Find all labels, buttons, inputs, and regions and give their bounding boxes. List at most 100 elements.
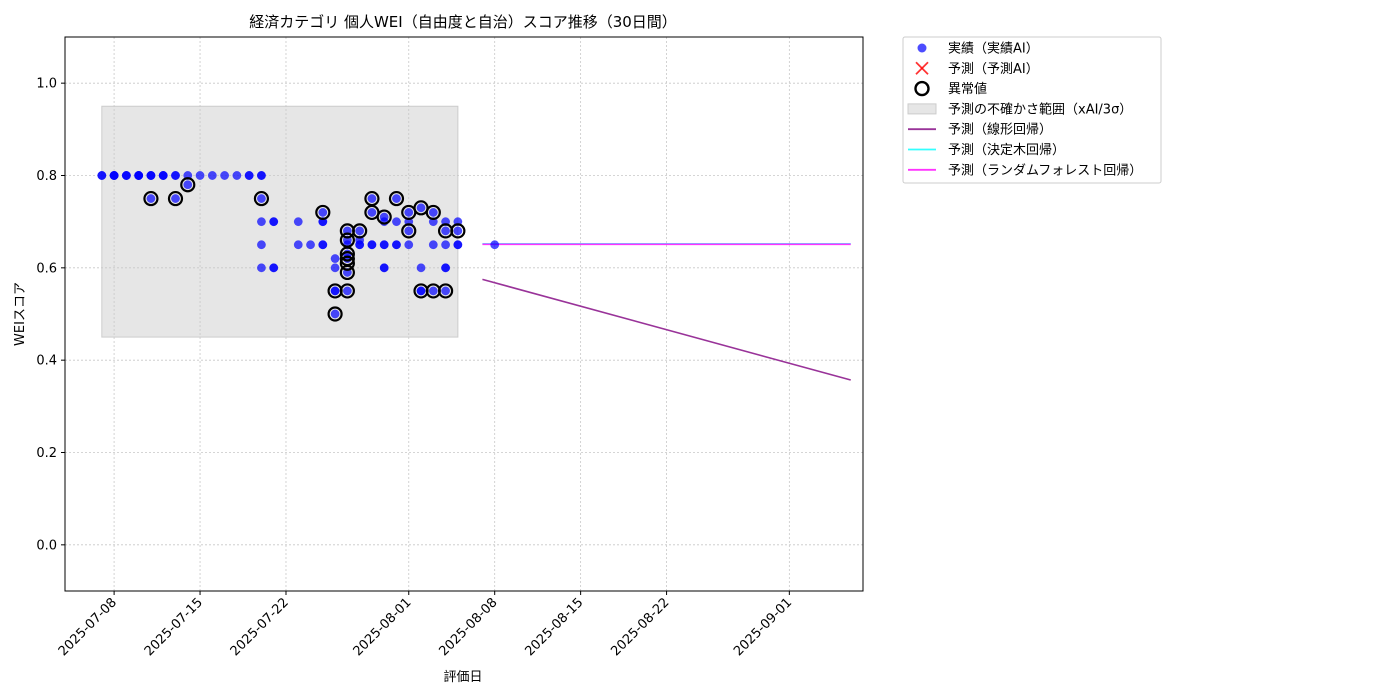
actual-point <box>269 217 279 227</box>
actual-point <box>441 240 451 250</box>
actual-point <box>220 171 230 180</box>
actual-point <box>207 171 217 180</box>
legend-entry: 予測（ランダムフォレスト回帰） <box>948 162 1142 178</box>
actual-point <box>367 194 377 204</box>
actual-point <box>441 286 451 296</box>
actual-point <box>428 286 438 296</box>
actual-point <box>171 194 180 204</box>
y-tick-label: 0.4 <box>36 354 57 369</box>
actual-point <box>195 171 205 180</box>
actual-point <box>416 286 426 296</box>
y-tick-label: 0.8 <box>36 169 57 184</box>
legend-swatch-predicted <box>915 61 929 75</box>
actual-point <box>183 180 193 190</box>
actual-point <box>453 240 463 250</box>
actual-point <box>330 309 340 319</box>
actual-point <box>404 207 414 217</box>
actual-point <box>330 254 340 264</box>
outlier-marker <box>339 232 355 248</box>
outlier-marker <box>401 223 417 239</box>
legend-entry: 予測の不確かさ範囲（xAI/3σ） <box>948 101 1132 117</box>
actual-point <box>428 240 438 250</box>
actual-point <box>256 263 266 273</box>
outlier-marker <box>180 177 196 193</box>
legend-entry: 予測（線形回帰） <box>948 122 1052 138</box>
actual-point <box>146 171 156 180</box>
actual-point <box>392 240 401 250</box>
actual-point <box>379 240 389 250</box>
outlier-marker <box>167 190 184 207</box>
actual-point <box>171 171 180 180</box>
y-tick-label: 0.6 <box>36 261 57 276</box>
outlier-marker <box>388 190 405 207</box>
forecast-line-0 <box>482 278 851 381</box>
actual-point <box>490 240 500 250</box>
y-tick-label: 0.2 <box>36 446 57 461</box>
actual-point <box>232 171 242 180</box>
outlier-marker <box>339 264 355 281</box>
outlier-marker <box>327 306 343 322</box>
actual-point <box>416 203 426 213</box>
actual-point <box>293 240 303 250</box>
actual-point <box>330 286 340 296</box>
actual-point <box>146 194 156 204</box>
actual-point <box>404 240 414 250</box>
actual-point <box>158 171 168 180</box>
outlier-marker <box>352 223 368 239</box>
actual-point <box>428 207 438 217</box>
actual-point <box>269 263 279 273</box>
actual-point <box>392 194 401 204</box>
legend-entry: 予測（予測AI） <box>948 62 1039 77</box>
actual-point <box>244 171 254 180</box>
legend-entry: 実績（実績AI） <box>948 41 1039 57</box>
y-axis-label: WEIスコア <box>13 282 28 346</box>
actual-point <box>342 286 352 296</box>
actual-point <box>306 240 315 250</box>
outlier-marker <box>339 283 355 299</box>
actual-point <box>392 217 401 227</box>
chart-title: 経済カテゴリ 個人WEI（自由度と自治）スコア推移（30日間） <box>249 13 677 31</box>
legend-swatch-band <box>907 103 937 115</box>
legend-entry: 異常値 <box>948 81 987 97</box>
actual-point <box>441 226 451 236</box>
outlier-marker <box>425 204 441 221</box>
actual-point <box>404 226 414 236</box>
outlier-marker <box>437 283 454 299</box>
actual-point <box>367 207 377 217</box>
legend-swatch-outlier <box>914 80 930 97</box>
actual-point <box>318 207 328 217</box>
outlier-marker <box>339 255 355 271</box>
outlier-marker <box>376 209 392 225</box>
legend-entry: 予測（決定木回帰） <box>948 142 1065 158</box>
plot-frame <box>64 36 864 592</box>
actual-point <box>121 171 131 180</box>
actual-point <box>134 171 144 180</box>
actual-point <box>416 263 426 273</box>
legend-box <box>902 36 1162 184</box>
y-tick-label: 1.0 <box>36 77 57 92</box>
legend-swatch-actual <box>917 43 927 53</box>
actual-point <box>367 240 377 250</box>
actual-point <box>256 194 266 204</box>
y-tick-label: 0.0 <box>36 538 57 553</box>
actual-point <box>318 240 328 250</box>
outlier-marker <box>315 204 331 221</box>
outlier-marker <box>143 190 159 207</box>
actual-point <box>441 263 451 273</box>
actual-point <box>256 217 266 227</box>
actual-point <box>330 263 340 273</box>
actual-point <box>453 226 463 236</box>
outlier-marker <box>253 190 270 207</box>
actual-point <box>355 226 365 236</box>
actual-point <box>355 240 365 250</box>
actual-point <box>256 240 266 250</box>
actual-point <box>379 263 389 273</box>
outlier-marker <box>450 223 466 239</box>
x-axis-label: 評価日 <box>443 670 482 685</box>
actual-point <box>109 171 119 180</box>
actual-point <box>256 171 266 180</box>
actual-point <box>293 217 303 227</box>
actual-point <box>97 171 107 180</box>
